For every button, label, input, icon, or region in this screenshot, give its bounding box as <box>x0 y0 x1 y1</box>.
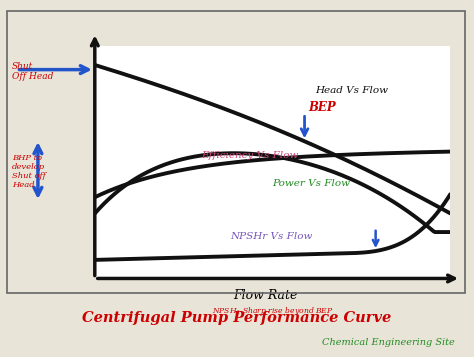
Text: NPSH$_A$ Sharp rise beyond BEP: NPSH$_A$ Sharp rise beyond BEP <box>212 305 333 317</box>
Text: Power Vs Flow: Power Vs Flow <box>273 178 351 188</box>
Text: NPSHr Vs Flow: NPSHr Vs Flow <box>230 232 312 241</box>
Text: Shut
Off Head: Shut Off Head <box>12 62 53 81</box>
Text: Head Vs Flow: Head Vs Flow <box>315 86 388 95</box>
Text: Flow Rate: Flow Rate <box>233 289 298 302</box>
Text: BEP: BEP <box>308 101 336 114</box>
Text: Chemical Engineering Site: Chemical Engineering Site <box>322 338 455 347</box>
Text: BHP to
develop
Shut off
Head: BHP to develop Shut off Head <box>12 154 46 189</box>
Text: Efficiency Vs Flow: Efficiency Vs Flow <box>201 151 299 160</box>
Text: Centrifugal Pump Performance Curve: Centrifugal Pump Performance Curve <box>82 311 392 325</box>
